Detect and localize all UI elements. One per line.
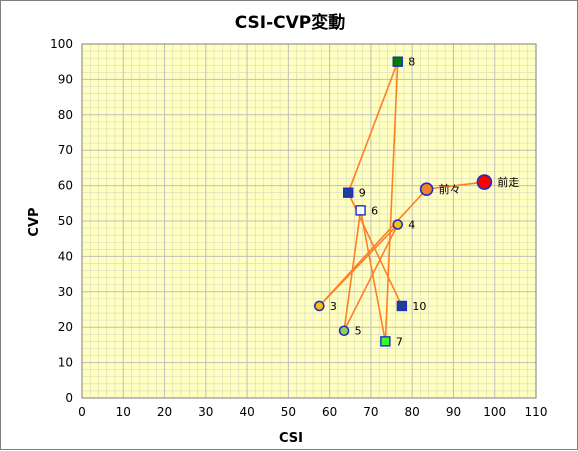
connecting-line [343, 210, 362, 331]
data-point-marker [343, 187, 354, 198]
data-point-label: 7 [396, 335, 403, 348]
y-tick-label: 40 [58, 249, 73, 263]
y-tick-label: 50 [58, 214, 73, 228]
y-tick-label: 70 [58, 143, 73, 157]
x-tick-label: 80 [405, 405, 420, 419]
y-tick-label: 0 [65, 391, 73, 405]
connecting-line [343, 224, 399, 332]
data-point-marker [392, 56, 403, 67]
x-tick-label: 110 [525, 405, 548, 419]
y-tick-label: 100 [50, 37, 73, 51]
y-tick-label: 10 [58, 356, 73, 370]
data-point-label: 前々 [439, 182, 461, 196]
x-tick-label: 30 [198, 405, 213, 419]
data-point-marker [419, 182, 434, 196]
tick-labels: 0 10 20 30 40 50 60 70 80 90 100 110 0 10 20 30 40 50 60 70… [50, 37, 547, 419]
x-tick-label: 90 [446, 405, 461, 419]
x-axis-title: CSI [279, 431, 303, 446]
y-tick-label: 80 [58, 108, 73, 122]
connecting-line [384, 61, 399, 342]
y-axis-title: CVP [27, 207, 42, 236]
data-point-label: 5 [355, 325, 362, 338]
connecting-line [359, 210, 387, 342]
data-point-label: 6 [371, 204, 378, 217]
x-tick-label: 0 [78, 405, 86, 419]
y-tick-label: 20 [58, 320, 73, 334]
x-tick-label: 100 [483, 405, 506, 419]
data-point-marker [392, 219, 404, 230]
data-point-label: 8 [408, 56, 415, 69]
data-point-label: 10 [412, 300, 426, 313]
connecting-lines [318, 61, 485, 342]
y-tick-label: 30 [58, 285, 73, 299]
data-point-label: 4 [408, 219, 415, 232]
data-point-marker [396, 300, 408, 312]
connecting-line [318, 223, 399, 307]
connecting-line [426, 181, 485, 190]
x-tick-label: 50 [281, 405, 296, 419]
data-point-label: 9 [359, 187, 366, 200]
data-point-marker [380, 336, 391, 347]
x-tick-label: 70 [363, 405, 378, 419]
x-tick-label: 10 [116, 405, 131, 419]
data-point-label: 前走 [497, 175, 519, 189]
x-tick-label: 60 [322, 405, 337, 419]
plot-border [81, 43, 537, 399]
chart-title: CSI-CVP変動 [235, 12, 346, 33]
data-point-label: 3 [330, 300, 337, 313]
data-point-marker [476, 174, 493, 190]
y-tick-label: 90 [58, 72, 73, 86]
grid-lines [81, 43, 537, 399]
data-point-marker [338, 325, 350, 337]
connecting-line [347, 61, 399, 193]
data-point-marker [314, 300, 325, 312]
x-tick-label: 40 [239, 405, 254, 419]
y-tick-label: 60 [58, 179, 73, 193]
data-point-marker [355, 205, 366, 216]
x-tick-label: 20 [157, 405, 172, 419]
